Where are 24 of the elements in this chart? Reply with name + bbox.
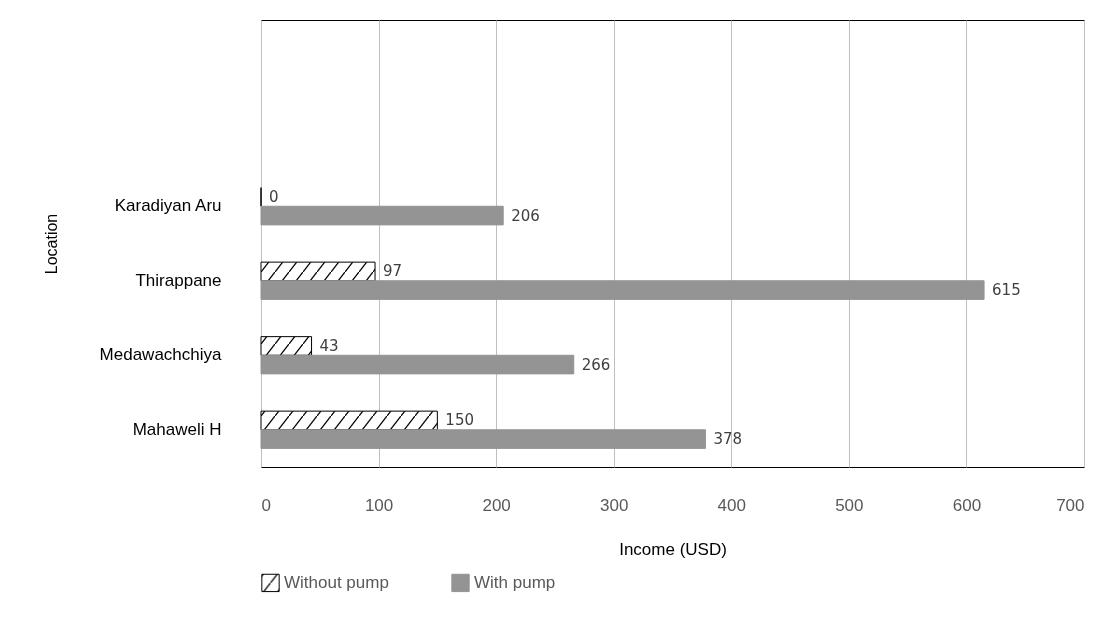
y-tick-label: Mahaweli H: [132, 419, 222, 439]
x-tick-label: 400: [717, 495, 746, 515]
y-axis-title: Location: [42, 213, 60, 275]
data-label: 615: [992, 281, 1021, 300]
x-tick-label: 700: [1056, 495, 1085, 515]
data-label: 43: [319, 336, 339, 355]
y-tick-label: Karadiyan Aru: [114, 196, 222, 216]
x-tick-label: 600: [952, 495, 982, 515]
y-tick-label: Medawachchiya: [99, 345, 223, 365]
x-tick-label: 0: [261, 495, 271, 515]
legend-label: Without pump: [284, 572, 389, 592]
data-label: 150: [445, 411, 474, 430]
data-label: 97: [383, 262, 403, 281]
legend-label: With pump: [474, 572, 556, 592]
x-axis-title: Income (USD): [619, 539, 727, 559]
x-tick-label: 200: [482, 495, 511, 515]
data-label: 378: [713, 430, 743, 449]
data-label: 266: [581, 355, 611, 374]
data-label: 206: [511, 206, 540, 225]
x-tick-label: 100: [364, 495, 394, 515]
x-tick-label: 500: [835, 495, 864, 515]
y-tick-label: Thirappane: [135, 270, 222, 290]
data-label: 0: [269, 187, 279, 206]
x-tick-label: 300: [600, 495, 629, 515]
